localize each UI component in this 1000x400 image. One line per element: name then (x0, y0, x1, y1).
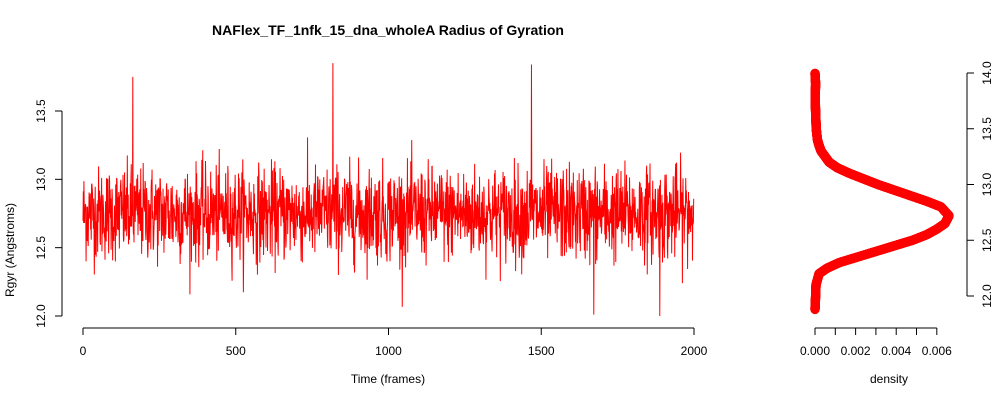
density-x-tick-label: 0.004 (881, 344, 911, 358)
density-y-tick-label: 13.0 (980, 172, 994, 196)
density-plot: 12.0 12.5 13.0 13.5 14.0 0.000 0.002 0.004 0.006 (800, 61, 994, 358)
x-tick-label: 1000 (375, 344, 402, 358)
x-tick-label: 1500 (528, 344, 555, 358)
time-series-plot: 12.0 12.5 13.0 13.5 0 500 1000 1500 2000 (34, 63, 708, 358)
y-tick-label: 12.5 (34, 236, 48, 260)
x-axis-title: Time (frames) (351, 372, 425, 386)
x-tick-label: 2000 (681, 344, 708, 358)
chart-title: NAFlex_TF_1nfk_15_dna_wholeA Radius of G… (212, 22, 564, 38)
density-point (810, 68, 820, 78)
x-tick-label: 0 (80, 344, 87, 358)
density-axis-title: density (870, 372, 908, 386)
x-tick-label: 500 (226, 344, 246, 358)
density-y-tick-label: 14.0 (980, 61, 994, 85)
y-tick-label: 12.0 (34, 304, 48, 328)
density-x-tick-label: 0.000 (800, 344, 830, 358)
density-x-tick-label: 0.002 (841, 344, 871, 358)
y-tick-label: 13.5 (34, 99, 48, 123)
density-y-tick-label: 12.5 (980, 228, 994, 252)
y-tick-label: 13.0 (34, 167, 48, 191)
density-y-tick-label: 12.0 (980, 284, 994, 308)
rgyr-series-line (82, 63, 695, 317)
y-axis-title: Rgyr (Angstroms) (3, 203, 17, 297)
density-y-tick-label: 13.5 (980, 117, 994, 141)
density-x-tick-label: 0.006 (922, 344, 952, 358)
